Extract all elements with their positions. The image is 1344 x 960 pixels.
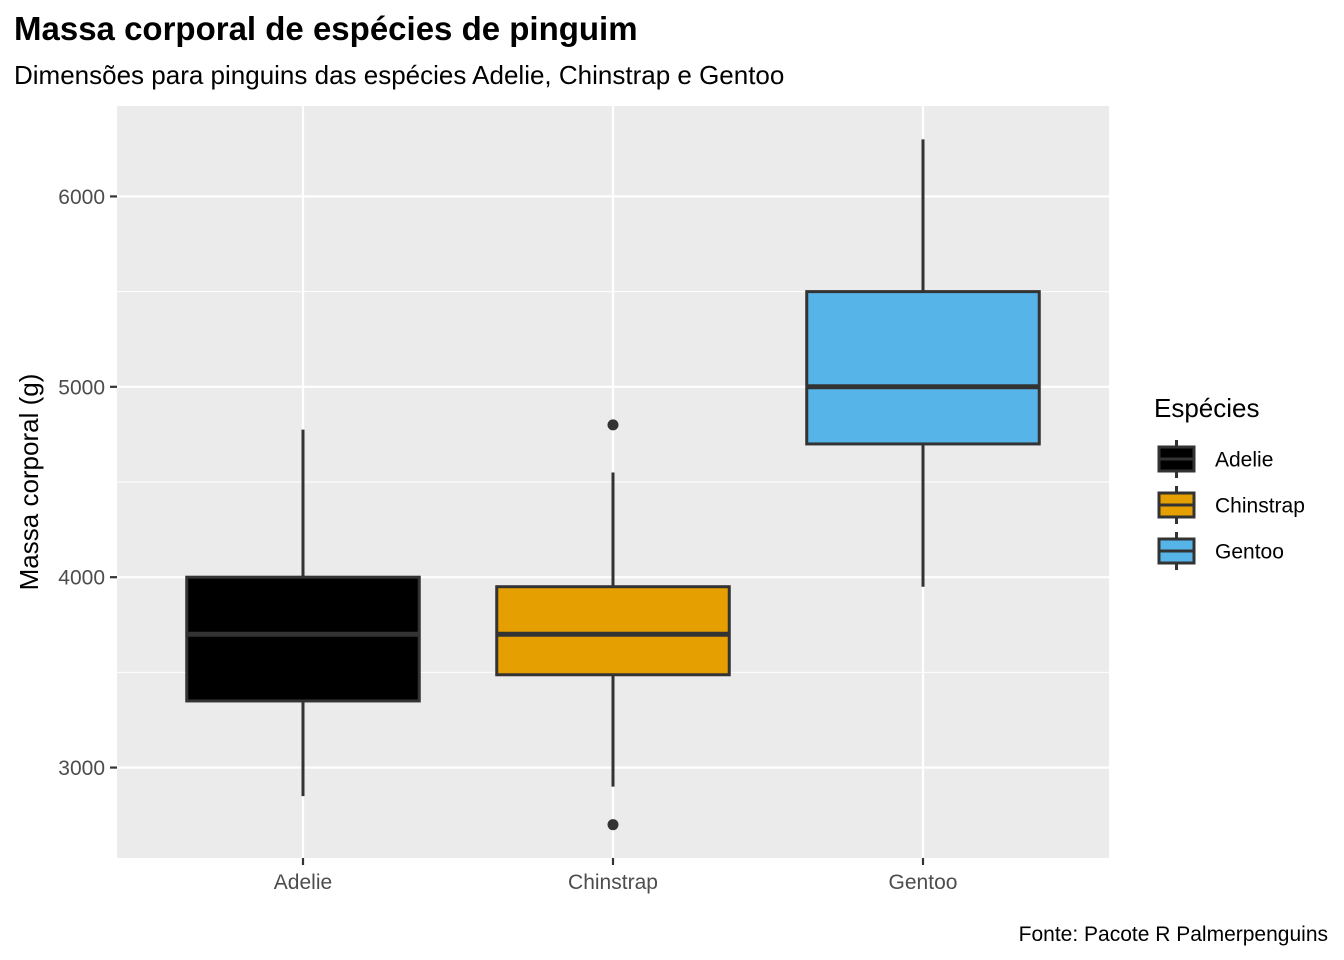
legend: Espécies Adelie Chinstrap Gentoo — [1154, 393, 1305, 570]
outlier-point — [607, 419, 619, 431]
legend-item-chinstrap: Chinstrap — [1157, 486, 1305, 524]
box-iqr — [805, 290, 1041, 446]
boxes-layer — [185, 139, 1041, 831]
box-adelie — [185, 429, 421, 797]
y-axis-title: Massa corporal (g) — [14, 374, 44, 591]
box-iqr — [495, 585, 731, 677]
x-axis: Adelie Chinstrap Gentoo — [274, 858, 958, 894]
outlier-point — [607, 819, 619, 831]
y-tick-label: 4000 — [58, 567, 105, 590]
legend-item-adelie: Adelie — [1157, 440, 1273, 478]
y-axis: 3000 4000 5000 6000 — [58, 186, 117, 780]
x-tick-label: Gentoo — [889, 871, 958, 894]
chart-caption: Fonte: Pacote R Palmerpenguins — [1019, 923, 1328, 946]
legend-title: Espécies — [1154, 393, 1260, 423]
box-gentoo — [805, 139, 1041, 587]
y-tick-label: 5000 — [58, 376, 105, 399]
x-tick-label: Chinstrap — [568, 871, 658, 894]
legend-item-gentoo: Gentoo — [1157, 532, 1284, 570]
chart-title: Massa corporal de espécies de pinguim — [14, 10, 638, 47]
legend-label: Gentoo — [1215, 541, 1284, 564]
legend-label: Adelie — [1215, 449, 1273, 472]
y-tick-label: 3000 — [58, 757, 105, 780]
box-iqr — [185, 575, 421, 703]
x-tick-label: Adelie — [274, 871, 332, 894]
legend-label: Chinstrap — [1215, 495, 1305, 518]
y-tick-label: 6000 — [58, 186, 105, 209]
chart-subtitle: Dimensões para pinguins das espécies Ade… — [14, 60, 784, 90]
box-chinstrap — [495, 419, 731, 831]
